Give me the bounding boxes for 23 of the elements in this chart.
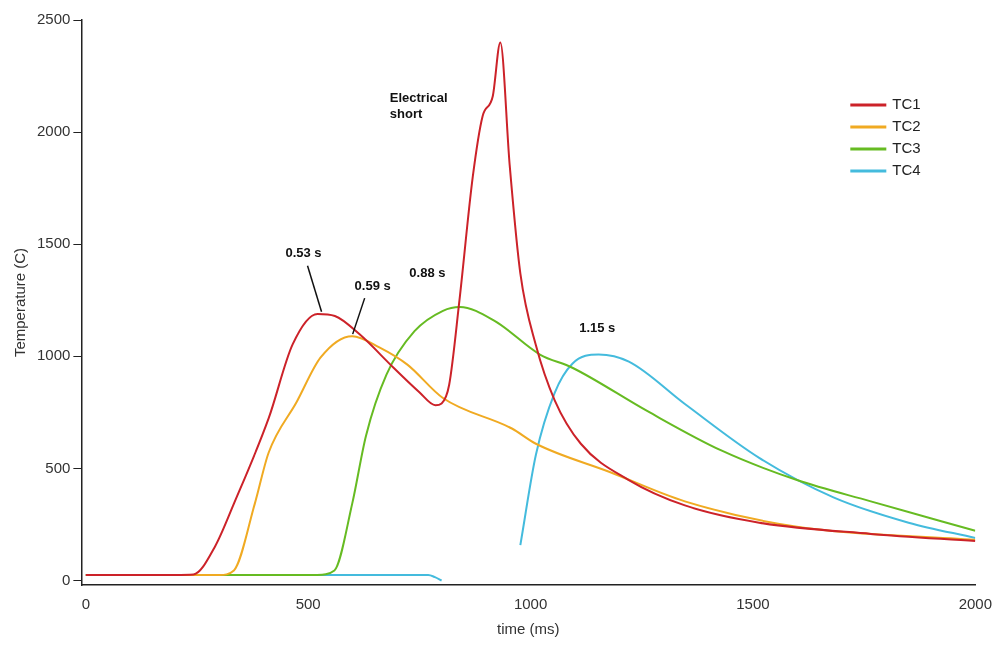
legend-label: TC3 (892, 139, 921, 157)
x-tick-label: 500 (295, 595, 321, 613)
y-tick-label: 500 (45, 458, 71, 476)
annotation: 1.15 s (579, 319, 616, 335)
annotation: Electrical short (389, 89, 448, 121)
annotation: 0.53 s (285, 245, 322, 261)
legend-label: TC2 (892, 117, 921, 135)
annotation: 0.88 s (409, 264, 446, 280)
x-axis-title: time (ms) (497, 620, 560, 638)
x-tick-label: 0 (81, 595, 90, 613)
y-tick-label: 1000 (36, 346, 71, 364)
y-tick-label: 2500 (36, 10, 71, 28)
y-axis-title: Temperature (C) (11, 247, 29, 358)
x-tick-label: 1500 (736, 595, 770, 613)
line-series (84, 41, 976, 576)
y-tick-label: 1500 (36, 234, 71, 252)
x-tick-label: 1000 (513, 595, 548, 613)
y-tick-label: 2000 (36, 122, 71, 140)
y-tick-label: 0 (62, 570, 71, 588)
annotation: 0.59 s (354, 277, 391, 293)
legend-label: TC1 (892, 95, 921, 113)
legend-label: TC4 (892, 161, 921, 179)
x-tick-label: 2000 (958, 595, 992, 613)
